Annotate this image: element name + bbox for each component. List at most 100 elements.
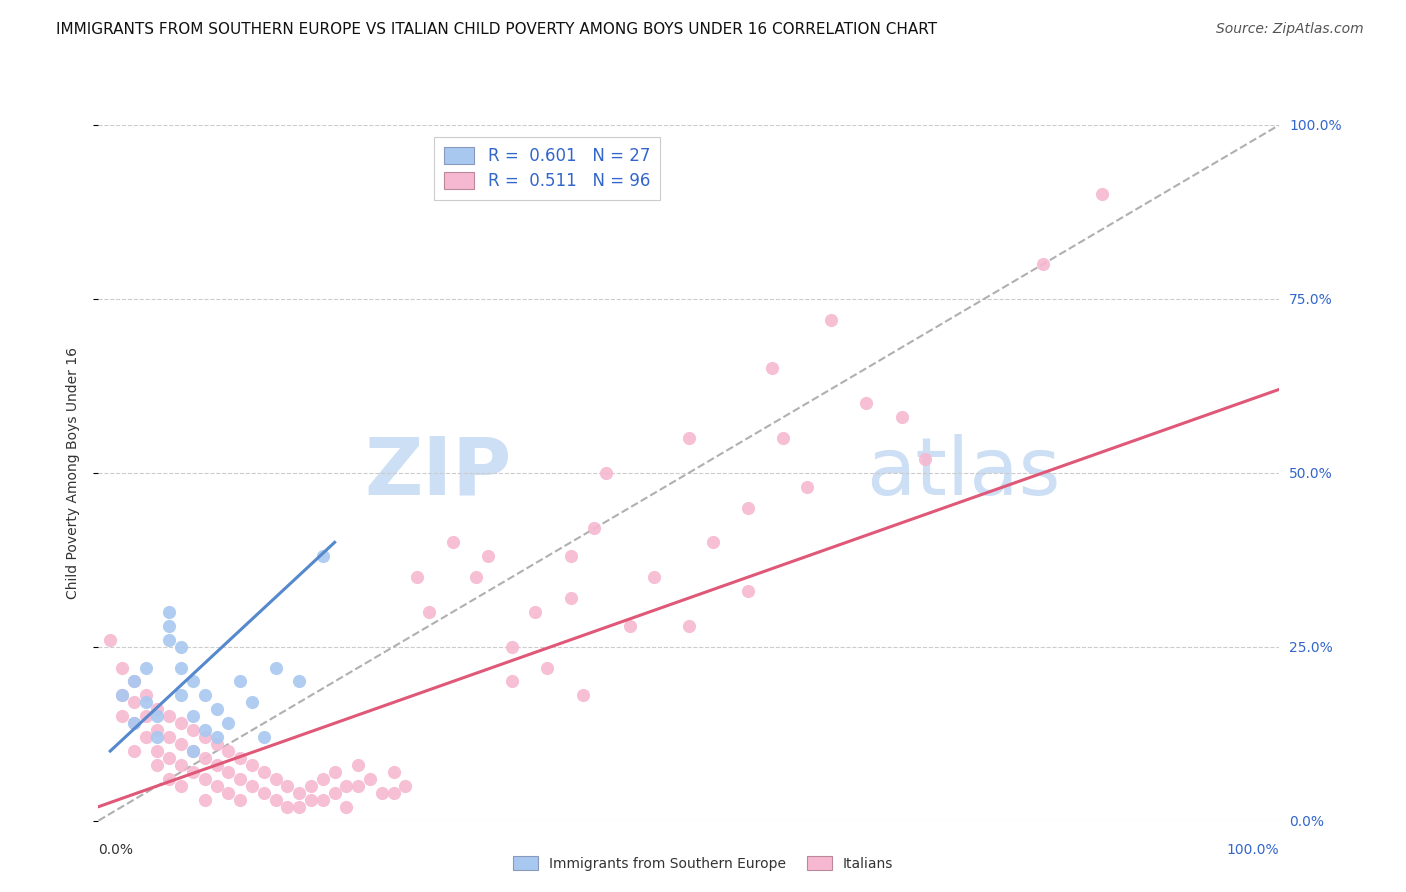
Point: [98, 632, 121, 647]
Point: [111, 709, 134, 723]
Point: [229, 674, 252, 689]
Point: [382, 764, 405, 779]
Point: [229, 772, 252, 786]
Point: [240, 779, 263, 793]
Point: [205, 737, 228, 751]
Point: [890, 410, 912, 425]
Point: [181, 744, 204, 758]
Point: [229, 793, 252, 807]
Point: [276, 779, 298, 793]
Point: [170, 716, 193, 731]
Point: [335, 799, 357, 814]
Point: [170, 660, 193, 674]
Point: [678, 431, 700, 445]
Point: [501, 674, 523, 689]
Point: [501, 640, 523, 654]
Point: [323, 764, 346, 779]
Point: [571, 689, 593, 703]
Point: [418, 605, 440, 619]
Point: [702, 535, 724, 549]
Point: [678, 619, 700, 633]
Point: [441, 535, 464, 549]
Point: [122, 695, 145, 709]
Text: ZIP: ZIP: [364, 434, 512, 512]
Point: [181, 723, 204, 738]
Point: [146, 723, 169, 738]
Legend: R =  0.601   N = 27, R =  0.511   N = 96: R = 0.601 N = 27, R = 0.511 N = 96: [434, 136, 659, 200]
Point: [761, 361, 783, 376]
Point: [146, 702, 169, 716]
Point: [382, 786, 405, 800]
Point: [157, 605, 180, 619]
Point: [146, 709, 169, 723]
Point: [157, 709, 180, 723]
Point: [205, 702, 228, 716]
Point: [240, 695, 263, 709]
Point: [240, 758, 263, 772]
Point: [536, 660, 558, 674]
Point: [560, 591, 582, 605]
Point: [122, 744, 145, 758]
Point: [157, 730, 180, 744]
Point: [157, 619, 180, 633]
Point: [217, 786, 239, 800]
Point: [181, 764, 204, 779]
Point: [288, 674, 311, 689]
Point: [253, 786, 276, 800]
Point: [122, 716, 145, 731]
Point: [560, 549, 582, 564]
Point: [181, 709, 204, 723]
Text: atlas: atlas: [866, 434, 1060, 512]
Point: [135, 695, 157, 709]
Point: [394, 779, 416, 793]
Point: [406, 570, 429, 584]
Point: [276, 799, 298, 814]
Point: [264, 793, 287, 807]
Point: [737, 584, 759, 599]
Point: [135, 660, 157, 674]
Point: [135, 689, 157, 703]
Point: [170, 737, 193, 751]
Point: [111, 660, 134, 674]
Point: [205, 758, 228, 772]
Point: [194, 723, 217, 738]
Point: [347, 758, 370, 772]
Point: [619, 619, 641, 633]
Point: [122, 674, 145, 689]
Point: [135, 709, 157, 723]
Point: [170, 779, 193, 793]
Text: 0.0%: 0.0%: [98, 843, 134, 857]
Point: [465, 570, 488, 584]
Point: [820, 312, 842, 326]
Point: [371, 786, 394, 800]
Point: [264, 660, 287, 674]
Point: [312, 793, 335, 807]
Point: [595, 466, 617, 480]
Point: [194, 772, 217, 786]
Point: [323, 786, 346, 800]
Point: [299, 779, 322, 793]
Point: [253, 730, 276, 744]
Point: [477, 549, 499, 564]
Point: [157, 772, 180, 786]
Point: [643, 570, 665, 584]
Point: [217, 744, 239, 758]
Point: [217, 764, 239, 779]
Point: [170, 758, 193, 772]
Point: [335, 779, 357, 793]
Point: [181, 674, 204, 689]
Point: [312, 772, 335, 786]
Point: [1032, 257, 1054, 271]
Point: [359, 772, 381, 786]
Point: [181, 744, 204, 758]
Point: [205, 779, 228, 793]
Point: [299, 793, 322, 807]
Point: [194, 793, 217, 807]
Point: [157, 751, 180, 765]
Point: [264, 772, 287, 786]
Point: [135, 730, 157, 744]
Point: [229, 751, 252, 765]
Point: [772, 431, 794, 445]
Point: [855, 396, 877, 410]
Text: Source: ZipAtlas.com: Source: ZipAtlas.com: [1216, 22, 1364, 37]
